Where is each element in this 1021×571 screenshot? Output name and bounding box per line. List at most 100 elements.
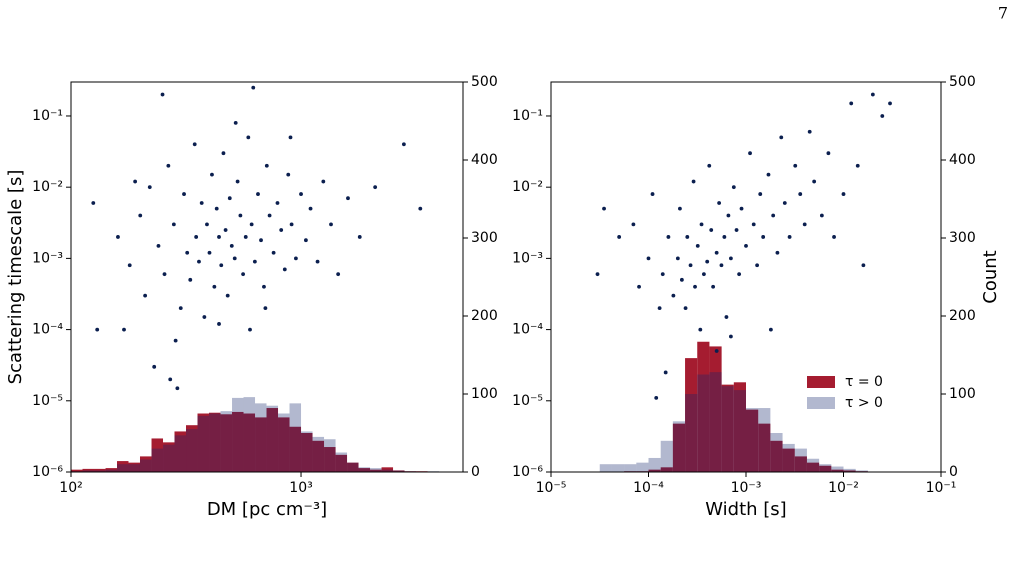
scatter-point xyxy=(595,272,600,277)
scatter-point xyxy=(657,306,662,311)
histogram-bar xyxy=(117,464,129,472)
scatter-point xyxy=(688,263,693,268)
histogram-bar xyxy=(105,469,118,472)
histogram-bar xyxy=(685,358,698,472)
scatter-point xyxy=(249,222,254,227)
scatter-point xyxy=(275,201,280,205)
scatter-point xyxy=(726,213,731,218)
histogram-bar xyxy=(139,456,152,472)
scatter-point xyxy=(714,349,719,353)
histogram-bar xyxy=(381,467,394,472)
histogram-bar xyxy=(770,433,783,472)
scatter-point xyxy=(737,272,742,277)
scatter-point xyxy=(678,206,682,211)
scatter-point xyxy=(731,185,736,190)
legend-label: τ > 0 xyxy=(845,395,883,411)
scatter-point xyxy=(679,277,684,282)
scatter-point xyxy=(660,272,665,277)
y2-tick-label: 100 xyxy=(471,386,498,402)
scatter-point xyxy=(761,235,766,239)
histogram-bar xyxy=(335,454,348,472)
histogram-bar xyxy=(209,412,221,472)
x-tick-label: 10⁻³ xyxy=(731,480,762,496)
histogram-bar xyxy=(697,341,710,472)
scatter-point xyxy=(315,259,320,264)
histogram-bar xyxy=(71,469,83,472)
y2-tick-label: 300 xyxy=(471,230,498,246)
scatter-point xyxy=(286,172,291,177)
histogram-bar xyxy=(624,464,637,472)
scatter-point xyxy=(171,222,176,227)
scatter-point xyxy=(147,185,152,190)
scatter-point xyxy=(734,228,739,232)
scatter-point xyxy=(192,142,197,147)
histogram-bar xyxy=(289,426,302,472)
y-tick-label: 10⁻⁵ xyxy=(512,393,543,409)
histogram-bar xyxy=(289,403,302,472)
y2-tick-label: 0 xyxy=(471,464,480,480)
histogram-bar xyxy=(128,464,140,472)
histogram-bar xyxy=(358,468,371,472)
scatter-point xyxy=(631,222,636,227)
scatter-point xyxy=(185,250,190,255)
y-tick-label: 10⁻⁶ xyxy=(32,464,63,480)
histogram-bar xyxy=(335,452,348,472)
histogram-bar xyxy=(660,440,673,472)
scatter-point xyxy=(695,243,700,248)
scatter-point xyxy=(691,179,696,184)
scatter-point xyxy=(793,163,798,168)
scatter-point xyxy=(308,206,313,211)
scatter-point xyxy=(225,293,230,298)
scatter-point xyxy=(212,284,217,289)
histogram-bar xyxy=(186,425,198,472)
scatter-point xyxy=(728,334,733,339)
scatter-point xyxy=(299,192,303,196)
histogram-bar xyxy=(220,414,233,472)
histogram-bar xyxy=(672,423,686,472)
histogram-bar xyxy=(370,469,382,472)
scatter-point xyxy=(221,151,226,156)
y2-tick-label: 200 xyxy=(471,308,498,324)
scatter-point xyxy=(755,263,760,268)
scatter-point xyxy=(744,243,748,248)
scatter-point xyxy=(719,263,724,268)
histogram-bar xyxy=(672,421,686,472)
y-tick-label: 10⁻³ xyxy=(512,250,543,266)
scatter-point xyxy=(223,228,228,232)
scatter-point xyxy=(880,114,885,118)
histogram-bar xyxy=(301,431,313,472)
x-tick-label: 10⁻² xyxy=(828,480,859,496)
scatter-point xyxy=(775,250,780,255)
scatter-point xyxy=(373,185,378,190)
scatter-point xyxy=(178,306,183,311)
histogram-bar xyxy=(746,409,759,472)
y-tick-label: 10⁻¹ xyxy=(512,108,543,124)
scatter-point xyxy=(91,201,96,205)
x-tick-label: 10⁻⁴ xyxy=(633,480,664,496)
scatter-point xyxy=(233,120,238,125)
scatter-point xyxy=(646,256,651,261)
scatter-point xyxy=(241,272,246,277)
legend-swatch xyxy=(807,376,835,388)
scatter-point xyxy=(602,206,606,211)
scatter-point xyxy=(711,284,716,289)
scatter-point xyxy=(802,222,807,227)
legend-swatch xyxy=(807,397,835,409)
histogram-bar xyxy=(370,468,382,472)
scatter-point xyxy=(197,259,201,264)
scatter-point xyxy=(207,250,212,255)
histogram-bar xyxy=(636,462,649,472)
scatter-point xyxy=(127,263,132,268)
scatter-point xyxy=(122,327,126,332)
y2-tick-label: 0 xyxy=(949,464,958,480)
scatter-point xyxy=(156,243,161,248)
scatter-point xyxy=(252,259,257,264)
scatter-point xyxy=(782,201,787,205)
scatter-point xyxy=(116,235,120,239)
histogram-bar xyxy=(243,413,256,472)
scatter-point xyxy=(282,267,287,272)
scatter-point xyxy=(182,192,186,196)
histogram-bar xyxy=(770,440,783,472)
